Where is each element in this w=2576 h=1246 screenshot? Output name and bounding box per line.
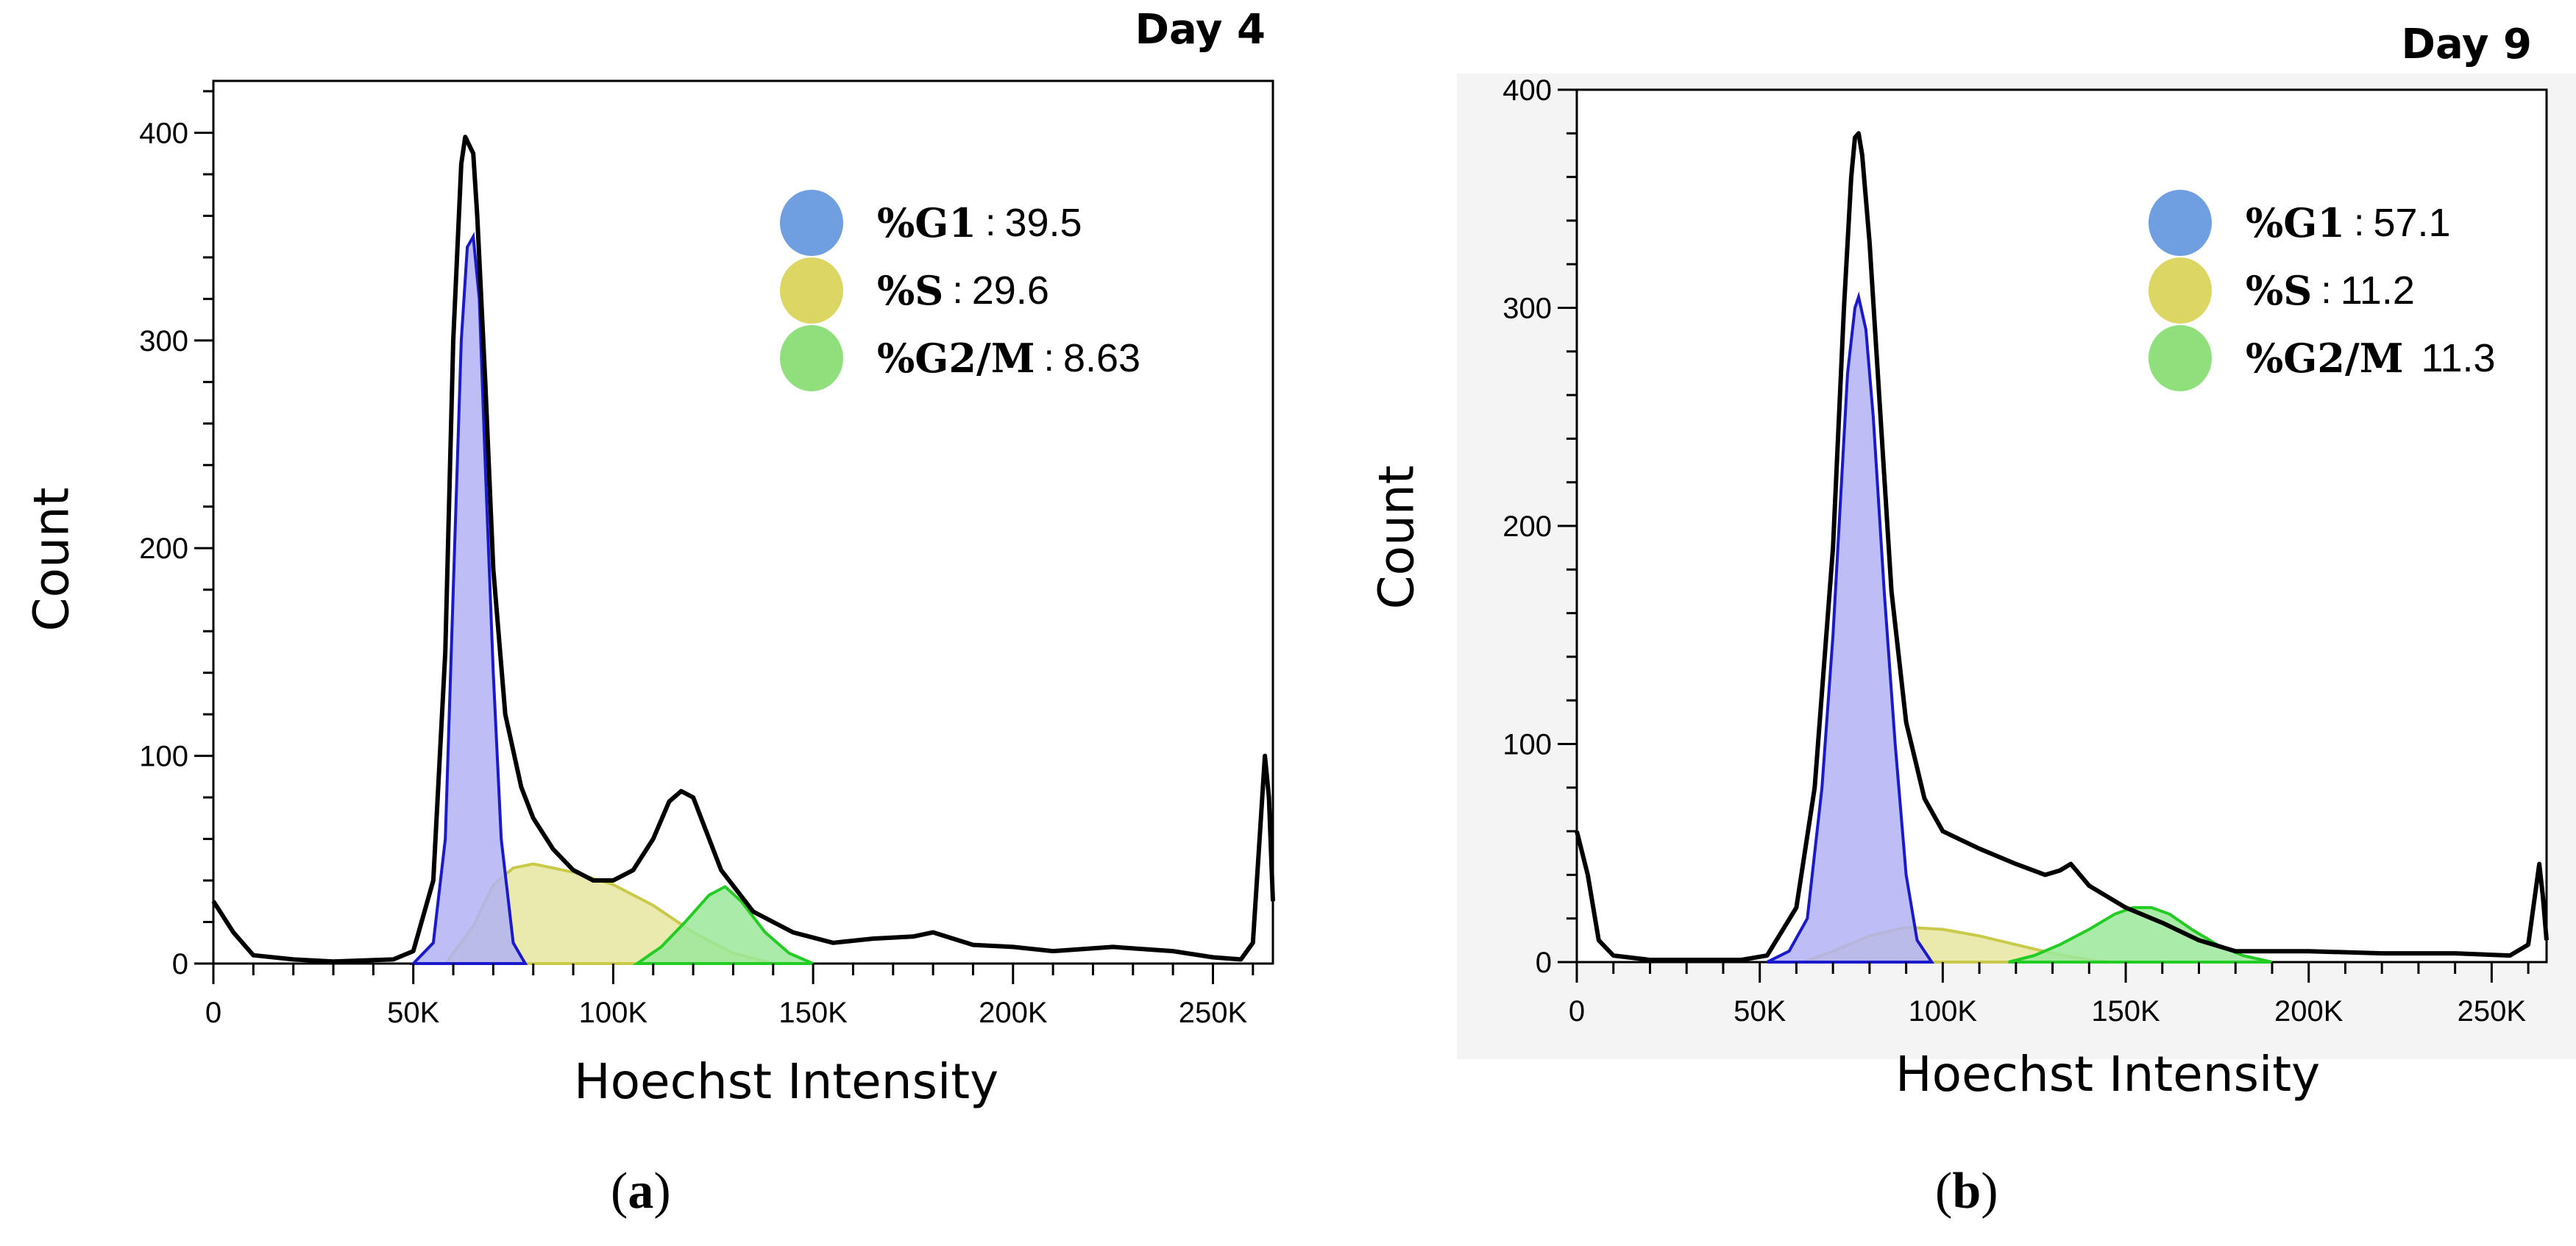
x-tick-label: 150K — [2091, 995, 2160, 1028]
legend-separator: : — [985, 202, 996, 244]
histogram-chart: 0 100 200 300 400 0 50K 100K 150K 200K 250K — [1502, 74, 2549, 1028]
legend-label: %S — [2246, 267, 2313, 314]
area-series-g1 — [409, 232, 528, 965]
panel-a: Day 4 0 100 200 300 400 0 50K 100K 150K 200K 250K … — [23, 6, 1275, 1220]
x-axis-label: Hoechst Intensity — [1895, 1046, 2321, 1103]
legend-value: 29.6 — [971, 268, 1049, 313]
y-tick-label: 300 — [139, 325, 188, 357]
y-tick-label: 300 — [1502, 293, 1552, 325]
legend-swatch-s — [780, 257, 843, 324]
y-tick-label: 100 — [139, 741, 188, 773]
legend-label: %S — [877, 267, 944, 314]
legend-label: %G2/M — [877, 335, 1035, 382]
y-tick-label: 100 — [1502, 729, 1552, 761]
legend-label: %G1 — [877, 199, 976, 246]
legend-value: 11.3 — [2421, 336, 2496, 380]
panel-letter: a — [628, 1163, 654, 1220]
y-axis-label: Count — [23, 487, 80, 632]
histogram-line — [1575, 131, 2549, 962]
panel-label: (a) — [611, 1163, 671, 1220]
legend-value: 11.2 — [2340, 268, 2415, 313]
chart-title: Day 9 — [2401, 21, 2532, 68]
histogram-line — [211, 135, 1275, 964]
y-tick-label: 400 — [1502, 74, 1552, 107]
legend-value: 39.5 — [1004, 201, 1082, 245]
area-series-g1 — [1766, 291, 1935, 964]
x-axis-label: Hoechst Intensity — [574, 1053, 999, 1110]
legend-separator: : — [1043, 337, 1054, 380]
y-tick-label: 0 — [172, 948, 188, 980]
panel-b: Day 9 0 100 200 300 400 0 50K 100K 150K 200K 250K … — [1288, 0, 2576, 1246]
x-tick-label: 200K — [979, 997, 1048, 1029]
y-tick-label: 400 — [139, 117, 188, 149]
plot-frame — [1575, 88, 2548, 964]
legend-separator: : — [2354, 202, 2365, 244]
legend-swatch-g2m — [2149, 325, 2212, 391]
x-tick-label: 0 — [205, 997, 221, 1029]
legend-swatch-g1 — [2149, 190, 2212, 256]
legend-item-g1: %G1 : 39.5 — [780, 190, 1082, 256]
legend-value: 57.1 — [2373, 201, 2451, 245]
y-tick-label: 200 — [1502, 510, 1552, 543]
x-tick-label: 250K — [2458, 995, 2527, 1028]
panel-label: (b) — [1935, 1163, 1998, 1220]
x-tick-label: 200K — [2274, 995, 2343, 1028]
legend-item-s: %S : 11.2 — [2149, 257, 2415, 324]
x-tick-label: 150K — [778, 997, 848, 1029]
legend-item-g2m: %G2/M 11.3 — [2149, 325, 2496, 391]
y-axis-label: Count — [1368, 465, 1425, 610]
legend-swatch-g2m — [780, 325, 843, 391]
area-series-g2m — [632, 885, 814, 965]
legend-item-s: %S : 29.6 — [780, 257, 1049, 324]
legend-item-g2m: %G2/M : 8.63 — [780, 325, 1140, 391]
panel-letter: b — [1952, 1163, 1981, 1220]
legend-value: 8.63 — [1062, 336, 1141, 380]
x-tick-label: 0 — [1569, 995, 1585, 1028]
histogram-chart: 0 100 200 300 400 0 50K 100K 150K 200K 250K — [139, 79, 1275, 1029]
x-tick-label: 50K — [1734, 995, 1786, 1028]
plot-frame — [212, 79, 1274, 965]
legend-swatch-s — [2149, 257, 2212, 324]
y-tick-label: 200 — [139, 533, 188, 565]
x-tick-label: 100K — [579, 997, 648, 1029]
x-tick-label: 250K — [1179, 997, 1248, 1029]
x-tick-label: 100K — [1909, 995, 1978, 1028]
legend-item-g1: %G1 : 57.1 — [2149, 190, 2451, 256]
legend-label: %G2/M — [2246, 335, 2404, 382]
legend-separator: : — [952, 269, 963, 312]
area-series-g2m — [2008, 905, 2273, 964]
legend-separator: : — [2321, 269, 2332, 312]
chart-title: Day 4 — [1135, 6, 1266, 54]
legend-label: %G1 — [2246, 199, 2345, 246]
y-tick-label: 0 — [1536, 947, 1552, 979]
legend-swatch-g1 — [780, 190, 843, 256]
x-tick-label: 50K — [387, 997, 439, 1029]
